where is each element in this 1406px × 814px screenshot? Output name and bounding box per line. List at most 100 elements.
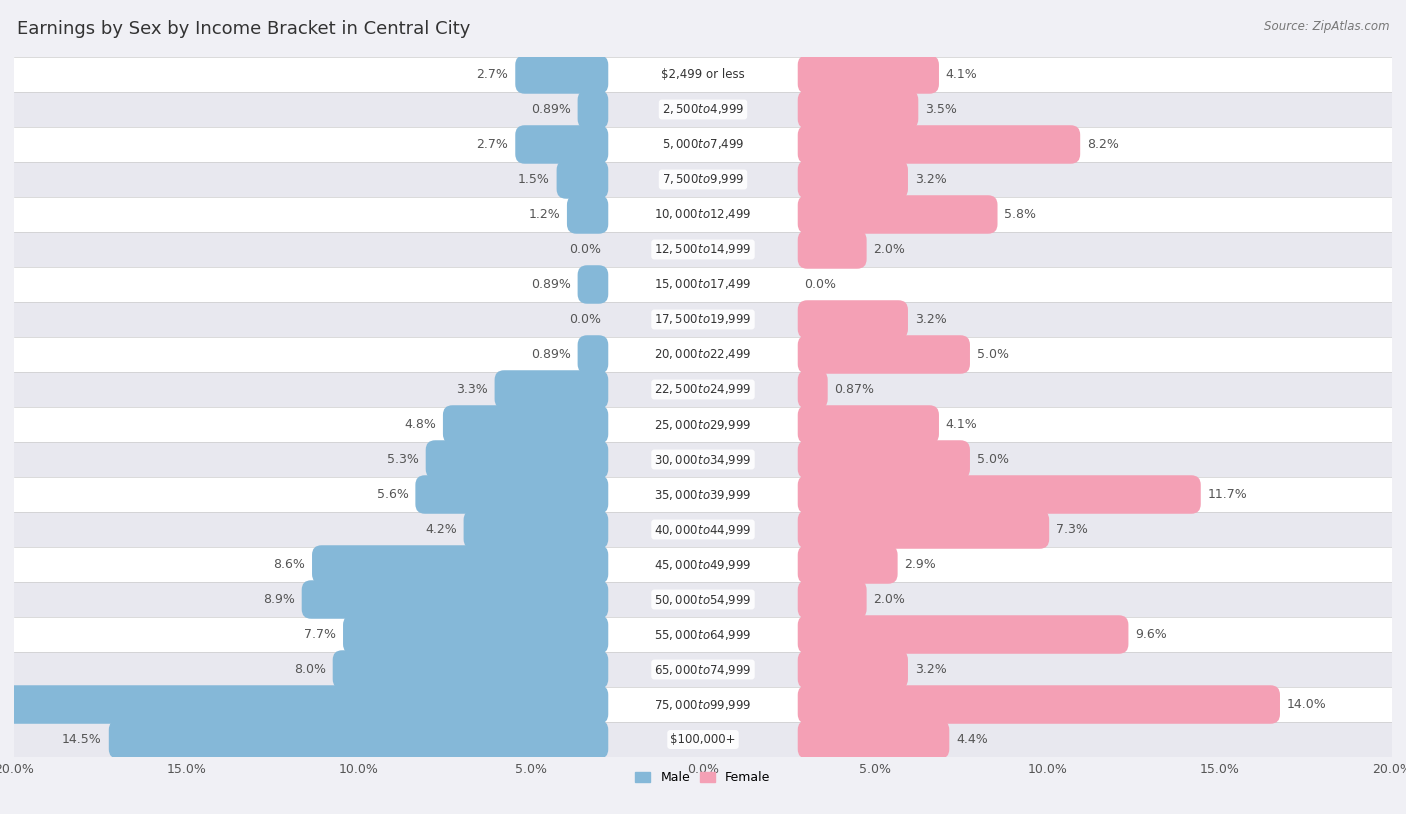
Text: 2.0%: 2.0% bbox=[873, 593, 905, 606]
Bar bbox=[14, 197, 1392, 232]
Text: $22,500 to $24,999: $22,500 to $24,999 bbox=[654, 383, 752, 396]
Text: 8.2%: 8.2% bbox=[1087, 138, 1119, 151]
FancyBboxPatch shape bbox=[578, 90, 609, 129]
Text: $40,000 to $44,999: $40,000 to $44,999 bbox=[654, 523, 752, 536]
Bar bbox=[14, 337, 1392, 372]
Bar bbox=[14, 722, 1392, 757]
Text: $2,499 or less: $2,499 or less bbox=[661, 68, 745, 81]
FancyBboxPatch shape bbox=[302, 580, 609, 619]
Text: $75,000 to $99,999: $75,000 to $99,999 bbox=[654, 698, 752, 711]
Text: 0.89%: 0.89% bbox=[531, 103, 571, 116]
Text: 0.89%: 0.89% bbox=[531, 278, 571, 291]
Bar bbox=[14, 267, 1392, 302]
FancyBboxPatch shape bbox=[557, 160, 609, 199]
Text: 14.5%: 14.5% bbox=[62, 733, 101, 746]
FancyBboxPatch shape bbox=[797, 300, 908, 339]
Bar bbox=[14, 547, 1392, 582]
Text: 3.5%: 3.5% bbox=[925, 103, 957, 116]
FancyBboxPatch shape bbox=[797, 580, 866, 619]
Bar bbox=[14, 477, 1392, 512]
FancyBboxPatch shape bbox=[343, 615, 609, 654]
Bar bbox=[14, 687, 1392, 722]
FancyBboxPatch shape bbox=[797, 230, 866, 269]
FancyBboxPatch shape bbox=[797, 195, 997, 234]
FancyBboxPatch shape bbox=[515, 55, 609, 94]
Text: $20,000 to $22,499: $20,000 to $22,499 bbox=[654, 348, 752, 361]
Bar bbox=[14, 442, 1392, 477]
Text: 4.1%: 4.1% bbox=[946, 68, 977, 81]
Bar bbox=[14, 652, 1392, 687]
FancyBboxPatch shape bbox=[797, 405, 939, 444]
Text: 0.87%: 0.87% bbox=[835, 383, 875, 396]
Text: 5.0%: 5.0% bbox=[977, 348, 1010, 361]
Text: $2,500 to $4,999: $2,500 to $4,999 bbox=[662, 103, 744, 116]
FancyBboxPatch shape bbox=[0, 685, 609, 724]
Text: 8.9%: 8.9% bbox=[263, 593, 295, 606]
Text: 14.0%: 14.0% bbox=[1286, 698, 1327, 711]
Text: $45,000 to $49,999: $45,000 to $49,999 bbox=[654, 558, 752, 571]
FancyBboxPatch shape bbox=[515, 125, 609, 164]
FancyBboxPatch shape bbox=[333, 650, 609, 689]
Text: $10,000 to $12,499: $10,000 to $12,499 bbox=[654, 208, 752, 221]
Text: 0.0%: 0.0% bbox=[569, 313, 602, 326]
FancyBboxPatch shape bbox=[426, 440, 609, 479]
Text: $35,000 to $39,999: $35,000 to $39,999 bbox=[654, 488, 752, 501]
Bar bbox=[14, 512, 1392, 547]
Text: 3.2%: 3.2% bbox=[915, 663, 946, 676]
Text: 7.7%: 7.7% bbox=[304, 628, 336, 641]
FancyBboxPatch shape bbox=[312, 545, 609, 584]
Text: $55,000 to $64,999: $55,000 to $64,999 bbox=[654, 628, 752, 641]
Text: Source: ZipAtlas.com: Source: ZipAtlas.com bbox=[1264, 20, 1389, 33]
Text: $15,000 to $17,499: $15,000 to $17,499 bbox=[654, 278, 752, 291]
Text: $50,000 to $54,999: $50,000 to $54,999 bbox=[654, 593, 752, 606]
Text: 3.2%: 3.2% bbox=[915, 313, 946, 326]
Text: 8.6%: 8.6% bbox=[273, 558, 305, 571]
Text: 2.7%: 2.7% bbox=[477, 68, 509, 81]
Text: 4.8%: 4.8% bbox=[404, 418, 436, 431]
FancyBboxPatch shape bbox=[797, 650, 908, 689]
Text: 2.0%: 2.0% bbox=[873, 243, 905, 256]
Bar bbox=[14, 617, 1392, 652]
Bar bbox=[14, 372, 1392, 407]
Bar bbox=[14, 92, 1392, 127]
Text: $65,000 to $74,999: $65,000 to $74,999 bbox=[654, 663, 752, 676]
FancyBboxPatch shape bbox=[797, 55, 939, 94]
Text: 0.89%: 0.89% bbox=[531, 348, 571, 361]
Text: 1.5%: 1.5% bbox=[517, 173, 550, 186]
FancyBboxPatch shape bbox=[797, 335, 970, 374]
Text: $5,000 to $7,499: $5,000 to $7,499 bbox=[662, 138, 744, 151]
FancyBboxPatch shape bbox=[578, 265, 609, 304]
FancyBboxPatch shape bbox=[797, 615, 1129, 654]
FancyBboxPatch shape bbox=[797, 475, 1201, 514]
Text: Earnings by Sex by Income Bracket in Central City: Earnings by Sex by Income Bracket in Cen… bbox=[17, 20, 470, 38]
Text: 0.0%: 0.0% bbox=[569, 243, 602, 256]
Text: 7.3%: 7.3% bbox=[1056, 523, 1088, 536]
Text: 0.0%: 0.0% bbox=[804, 278, 837, 291]
Text: 5.8%: 5.8% bbox=[1004, 208, 1036, 221]
Text: 1.2%: 1.2% bbox=[529, 208, 560, 221]
Text: $30,000 to $34,999: $30,000 to $34,999 bbox=[654, 453, 752, 466]
Bar bbox=[14, 407, 1392, 442]
Text: 9.6%: 9.6% bbox=[1135, 628, 1167, 641]
Text: 4.2%: 4.2% bbox=[425, 523, 457, 536]
FancyBboxPatch shape bbox=[797, 720, 949, 759]
FancyBboxPatch shape bbox=[578, 335, 609, 374]
Text: 2.9%: 2.9% bbox=[904, 558, 936, 571]
Text: $100,000+: $100,000+ bbox=[671, 733, 735, 746]
FancyBboxPatch shape bbox=[797, 545, 897, 584]
FancyBboxPatch shape bbox=[797, 125, 1080, 164]
Text: 8.0%: 8.0% bbox=[294, 663, 326, 676]
FancyBboxPatch shape bbox=[797, 160, 908, 199]
Bar bbox=[14, 582, 1392, 617]
FancyBboxPatch shape bbox=[108, 720, 609, 759]
Bar bbox=[14, 232, 1392, 267]
FancyBboxPatch shape bbox=[797, 440, 970, 479]
Text: 5.3%: 5.3% bbox=[387, 453, 419, 466]
Text: 2.7%: 2.7% bbox=[477, 138, 509, 151]
Bar bbox=[14, 302, 1392, 337]
Text: 4.4%: 4.4% bbox=[956, 733, 988, 746]
Legend: Male, Female: Male, Female bbox=[630, 766, 776, 790]
Text: $7,500 to $9,999: $7,500 to $9,999 bbox=[662, 173, 744, 186]
Bar bbox=[14, 127, 1392, 162]
Text: 3.3%: 3.3% bbox=[456, 383, 488, 396]
